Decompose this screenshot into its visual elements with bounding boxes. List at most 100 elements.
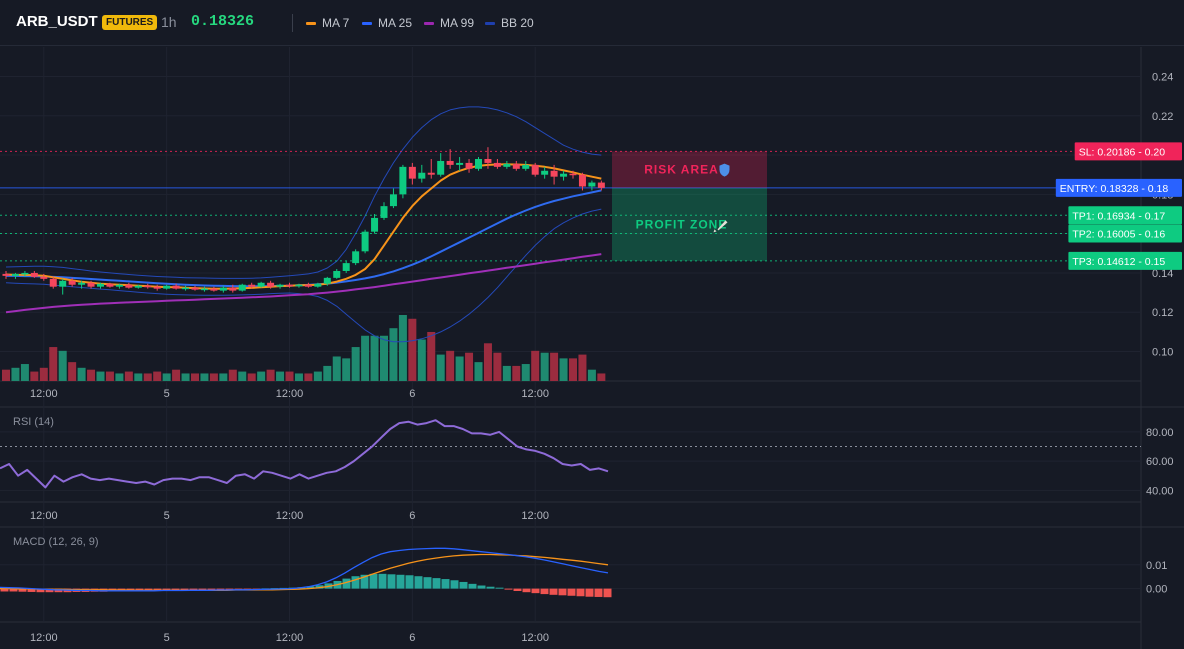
candle-body bbox=[78, 282, 86, 285]
macd-histogram-bar bbox=[378, 573, 387, 589]
macd-histogram-bar bbox=[45, 588, 54, 593]
candle-body bbox=[314, 283, 322, 287]
rsi-tick-label: 60.00 bbox=[1146, 456, 1174, 468]
ma7-line bbox=[5, 163, 602, 290]
level-label-bg bbox=[1055, 178, 1182, 197]
candle-body bbox=[522, 164, 530, 169]
macd-histogram-bar bbox=[342, 578, 351, 589]
macd-histogram-bar bbox=[0, 588, 9, 592]
bb20-swatch bbox=[485, 22, 495, 26]
time-tick-label: 5 bbox=[164, 510, 170, 522]
volume-bar bbox=[105, 371, 114, 381]
volume-bar bbox=[550, 352, 559, 381]
time-tick-label: 5 bbox=[164, 388, 170, 400]
legend-bb20[interactable]: BB 20 bbox=[485, 16, 534, 30]
volume-bar bbox=[68, 362, 77, 381]
macd-histogram-bar bbox=[594, 588, 603, 597]
volume-bar bbox=[294, 373, 303, 381]
volume-bar bbox=[285, 371, 294, 381]
candle-body bbox=[172, 285, 180, 289]
macd-histogram-bar bbox=[198, 588, 207, 590]
legend-ma25[interactable]: MA 25 bbox=[362, 16, 412, 30]
volume-bar bbox=[200, 373, 209, 381]
volume-bar bbox=[257, 371, 266, 381]
volume-bar bbox=[181, 373, 190, 381]
level-label: TP2: 0.16005 - 0.16 bbox=[1072, 229, 1165, 241]
volume-bar bbox=[77, 367, 86, 381]
macd-histogram-bar bbox=[216, 588, 225, 590]
futures-badge: FUTURES bbox=[102, 15, 158, 30]
legend-ma7-label: MA 7 bbox=[322, 16, 350, 30]
legend-ma99-label: MA 99 bbox=[440, 16, 475, 30]
macd-histogram-bar bbox=[531, 588, 540, 594]
candle-body bbox=[456, 162, 464, 165]
volume-bar bbox=[361, 335, 370, 381]
candle-body bbox=[163, 285, 171, 289]
volume-bar bbox=[436, 354, 445, 381]
candle-body bbox=[295, 284, 303, 287]
volume-bar bbox=[342, 358, 351, 381]
time-tick-label: 6 bbox=[409, 632, 415, 644]
symbol-name[interactable]: ARB_USDT bbox=[16, 13, 98, 30]
candle-body bbox=[59, 280, 67, 287]
macd-histogram-bar bbox=[567, 588, 576, 596]
volume-bar bbox=[323, 365, 332, 381]
volume-bar bbox=[389, 328, 398, 381]
timeframe-selector[interactable]: 1h bbox=[161, 14, 177, 30]
volume-bar bbox=[427, 331, 436, 381]
candle-body bbox=[371, 217, 379, 232]
volume-bar bbox=[398, 315, 407, 381]
macd-histogram-bar bbox=[486, 586, 495, 589]
legend-ma99[interactable]: MA 99 bbox=[424, 16, 474, 30]
volume-bar bbox=[58, 350, 67, 381]
level-label: SL: 0.20186 - 0.20 bbox=[1079, 146, 1166, 158]
time-tick-label: 12:00 bbox=[276, 510, 304, 522]
macd-histogram-bar bbox=[477, 585, 486, 589]
macd-histogram-bar bbox=[351, 576, 360, 589]
volume-bar bbox=[134, 373, 143, 381]
candle-body bbox=[210, 288, 218, 291]
candle-body bbox=[352, 251, 360, 264]
candle-body bbox=[361, 231, 369, 252]
volume-bar bbox=[96, 371, 105, 381]
candle-body bbox=[512, 163, 520, 169]
price-tick-label: 0.12 bbox=[1152, 307, 1173, 319]
macd-histogram-bar bbox=[207, 588, 216, 590]
macd-histogram-bar bbox=[180, 588, 189, 591]
volume-bar bbox=[266, 369, 275, 381]
macd-histogram-bar bbox=[396, 574, 405, 589]
candle-body bbox=[248, 284, 256, 287]
volume-bar bbox=[247, 373, 256, 381]
risk-area-label: RISK AREA bbox=[644, 163, 719, 177]
macd-histogram-bar bbox=[585, 588, 594, 597]
level-label: TP1: 0.16934 - 0.17 bbox=[1072, 210, 1165, 222]
candle-body bbox=[446, 160, 454, 165]
risk-area-zone bbox=[612, 151, 767, 188]
time-tick-label: 12:00 bbox=[276, 632, 304, 644]
candle-body bbox=[408, 166, 416, 179]
volume-bar bbox=[380, 335, 388, 381]
volume-bar bbox=[219, 373, 228, 381]
rsi-line bbox=[0, 419, 609, 489]
candle-body bbox=[229, 287, 237, 291]
volume-bar bbox=[276, 371, 285, 381]
candle-body bbox=[475, 158, 482, 169]
candle-body bbox=[418, 172, 426, 179]
candle-body bbox=[219, 287, 227, 291]
legend-ma7[interactable]: MA 7 bbox=[306, 16, 349, 30]
candle-body bbox=[503, 163, 511, 167]
volume-bar bbox=[49, 347, 58, 381]
candle-body bbox=[87, 282, 95, 287]
candle-body bbox=[569, 173, 577, 176]
macd-histogram-bar bbox=[468, 583, 477, 589]
legend-ma25-label: MA 25 bbox=[378, 16, 413, 30]
legend-bb20-label: BB 20 bbox=[501, 16, 534, 30]
volume-bar bbox=[238, 371, 247, 381]
macd-histogram-bar bbox=[549, 588, 558, 595]
candle-body bbox=[267, 282, 275, 287]
profit-zone bbox=[612, 187, 767, 261]
macd-histogram-bar bbox=[369, 573, 378, 589]
volume-bar bbox=[20, 364, 29, 381]
candle-body bbox=[191, 287, 199, 290]
